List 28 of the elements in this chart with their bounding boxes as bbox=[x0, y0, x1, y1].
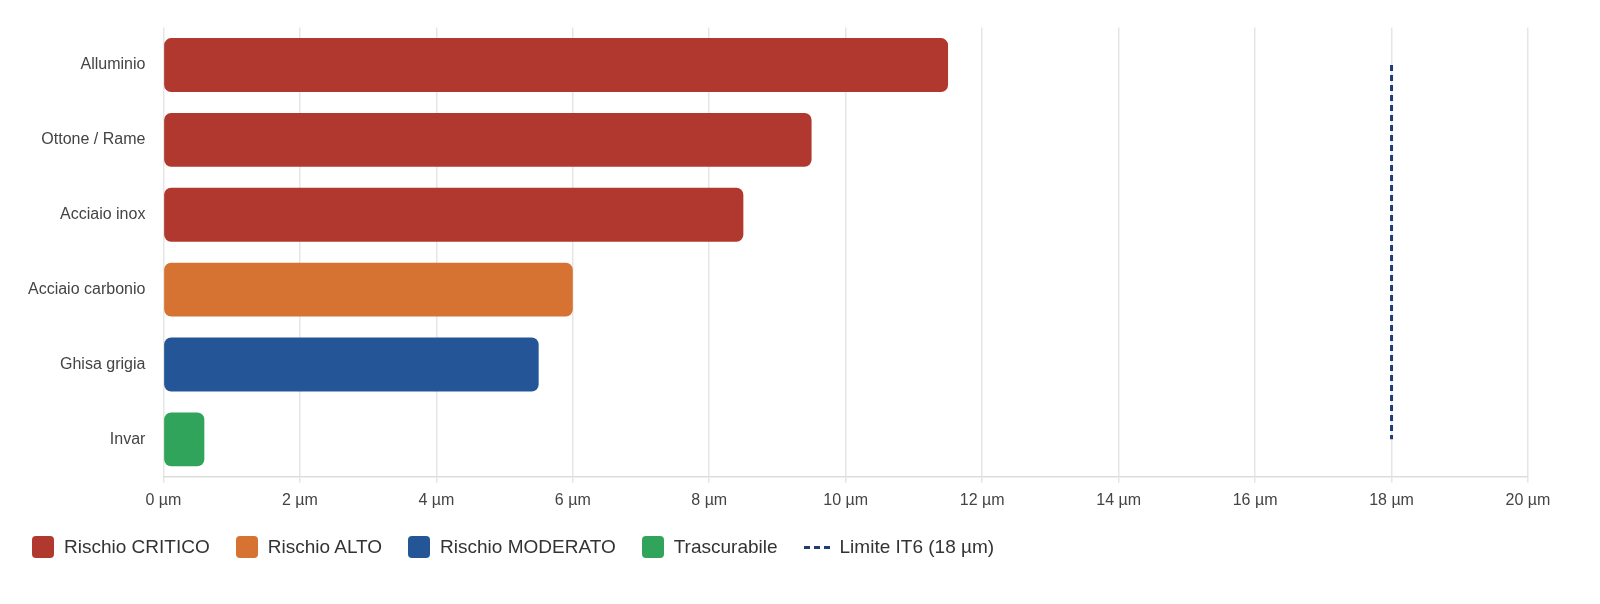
x-tick-label: 18 µm bbox=[1369, 490, 1414, 508]
x-tick-label: 14 µm bbox=[1096, 490, 1142, 508]
x-tick-label: 8 µm bbox=[691, 490, 728, 508]
x-tick-label: 12 µm bbox=[959, 490, 1005, 508]
legend-label: Rischio CRITICO bbox=[64, 536, 210, 558]
bar bbox=[164, 38, 949, 92]
legend-label: Rischio ALTO bbox=[267, 536, 383, 558]
legend-label: Rischio MODERATO bbox=[440, 536, 616, 558]
y-tick-label: Alluminio bbox=[80, 55, 146, 73]
bar bbox=[164, 262, 573, 317]
legend-label: Limite IT6 (18 µm) bbox=[839, 536, 995, 558]
x-tick-label: 10 µm bbox=[823, 490, 869, 508]
x-tick-label: 16 µm bbox=[1232, 490, 1278, 508]
bar bbox=[164, 337, 539, 392]
bar bbox=[164, 412, 205, 467]
bar bbox=[164, 187, 744, 242]
y-tick-label: Acciaio carbonio bbox=[27, 280, 146, 298]
legend-label: Trascurabile bbox=[673, 536, 778, 558]
x-tick-label: 0 µm bbox=[145, 490, 182, 508]
y-tick-label: Ottone / Rame bbox=[41, 130, 146, 148]
x-tick-label: 20 µm bbox=[1505, 490, 1551, 508]
bar bbox=[164, 112, 812, 167]
y-tick-label: Acciaio inox bbox=[60, 205, 146, 223]
x-tick-label: 2 µm bbox=[281, 490, 318, 508]
x-tick-label: 6 µm bbox=[554, 490, 591, 508]
y-tick-label: Invar bbox=[109, 429, 147, 447]
y-tick-label: Ghisa grigia bbox=[60, 354, 146, 372]
x-tick-label: 4 µm bbox=[418, 490, 455, 508]
